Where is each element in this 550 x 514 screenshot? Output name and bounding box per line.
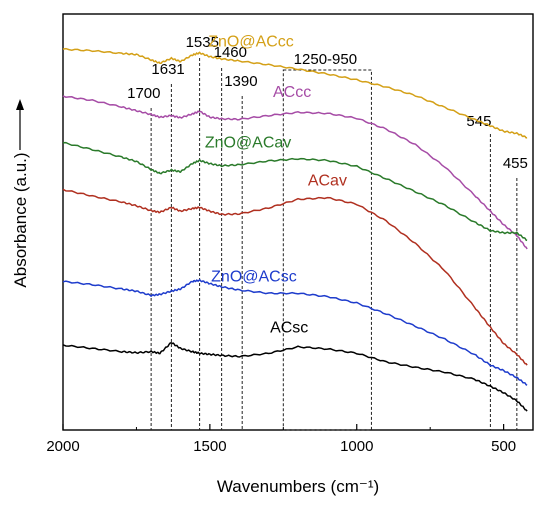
- series-line-zno-acsc: [62, 278, 528, 386]
- reference-label-1390: 1390: [224, 73, 257, 90]
- reference-box-group: 1250-950: [282, 51, 372, 431]
- x-tick-label-500: 500: [491, 438, 516, 455]
- series-line-zno-accc: [62, 47, 528, 139]
- x-tick-label-1500: 1500: [193, 438, 226, 455]
- series-label-acsc: ACsc: [270, 320, 308, 337]
- x-tick-label-1000: 1000: [340, 438, 373, 455]
- x-axis-label: Wavenumbers (cm⁻¹): [217, 477, 379, 496]
- series-label-zno-acsc: ZnO@ACsc: [211, 269, 297, 286]
- reference-label-1700: 1700: [127, 85, 160, 102]
- reference-label-455: 455: [503, 155, 528, 172]
- series-line-zno-acav: [62, 141, 528, 242]
- reference-box-label: 1250-950: [294, 51, 357, 68]
- reference-box: [282, 69, 372, 431]
- series-label-acav: ACav: [308, 173, 347, 190]
- reference-label-1460: 1460: [214, 44, 247, 61]
- reference-label-1631: 1631: [151, 61, 184, 78]
- series-label-accc: ACcc: [273, 84, 311, 101]
- series-label-zno-acav: ZnO@ACav: [205, 135, 291, 152]
- series-label-zno-accc: ZnO@ACcc: [208, 34, 294, 51]
- y-axis-label: Absorbance (a.u.): [11, 152, 30, 287]
- plot-frame: [62, 13, 534, 431]
- series-labels: ZnO@ACcc ACcc ZnO@ACav ACav ZnO@ACsc ACsc: [205, 34, 347, 337]
- reference-label-1535: 1535: [186, 34, 219, 51]
- series-line-acav: [62, 188, 528, 366]
- series-line-acsc: [62, 342, 528, 412]
- series-line-accc: [62, 95, 528, 250]
- y-axis-label-group: Absorbance (a.u.): [11, 99, 30, 288]
- series-lines: [62, 47, 528, 412]
- x-tick-label-2000: 2000: [46, 438, 79, 455]
- x-axis-ticks: 2000 1500 1000 500: [46, 424, 516, 455]
- y-axis-arrow-head: [16, 99, 24, 110]
